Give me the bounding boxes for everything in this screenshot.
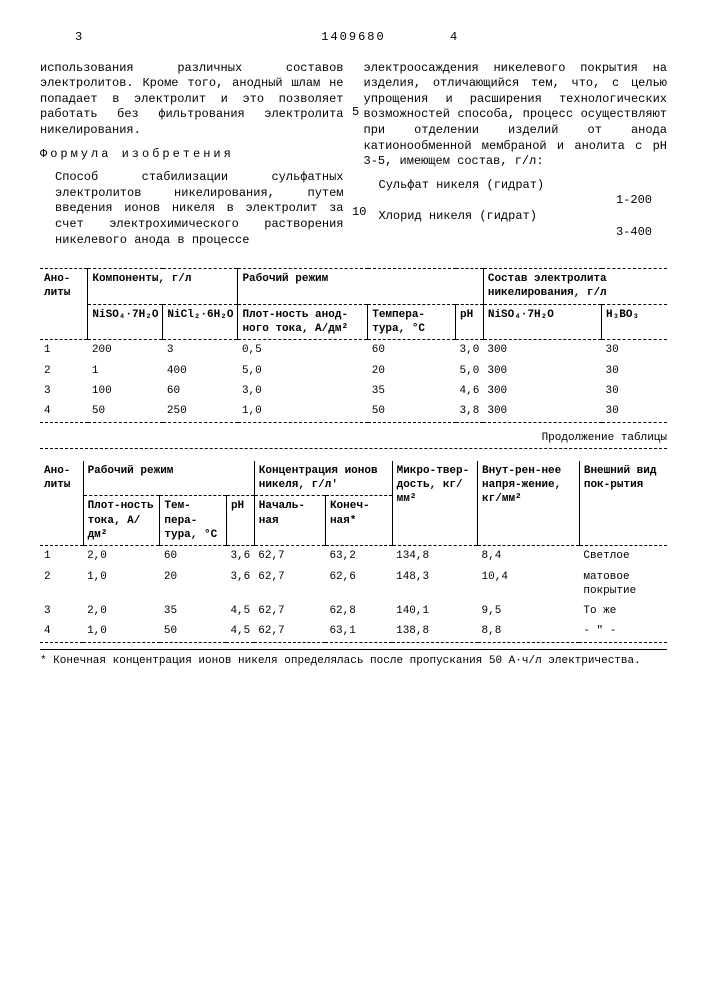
left-para-1: использования различных составов электро… — [40, 61, 344, 139]
t1-h-h3bo3: H₃BO₃ — [602, 304, 667, 340]
table-2: Ано-литы Рабочий режим Концентрация ионо… — [40, 461, 667, 643]
t1-h-sostav: Состав электролита никелирования, г/л — [483, 269, 667, 305]
t1-h-temp: Темпера-тура, °C — [368, 304, 456, 340]
right-para-1: электроосаждения никелевого покрытия на … — [364, 61, 668, 170]
t2-h-ph: pH — [226, 496, 254, 546]
comp-1-row: 1-200 — [364, 193, 668, 209]
t2-h-konc: Концентрация ионов никеля, г/л' — [254, 461, 392, 496]
t2-h-temp: Тем-пера-тура, °C — [160, 496, 227, 546]
comp-2-row: 3-400 — [364, 225, 668, 241]
t2-h-kon: Конеч-ная* — [325, 496, 392, 546]
t1-h-ph: pH — [456, 304, 484, 340]
left-para-2: Способ стабилизации сульфатных электроли… — [40, 170, 344, 248]
t2-h-nach: Началь-ная — [254, 496, 325, 546]
table-row: 2 1 400 5,0 20 5,0 300 30 — [40, 361, 667, 381]
line-marker-10: 10 — [352, 205, 366, 221]
page-num-right: 4 — [450, 30, 457, 46]
line-marker-5: 5 — [352, 105, 359, 121]
t1-h-rezh: Рабочий режим — [238, 269, 483, 305]
page-num-left: 3 — [75, 30, 82, 46]
comp-1-label: Сульфат никеля (гидрат) — [364, 178, 668, 194]
table-row: 4 50 250 1,0 50 3,8 300 30 — [40, 401, 667, 422]
t2-h-rezh: Рабочий режим — [83, 461, 254, 496]
table-1: Ано-литы Компоненты, г/л Рабочий режим С… — [40, 268, 667, 422]
text-columns: использования различных составов электро… — [40, 61, 667, 257]
t2-h-vid: Внешний вид пок-рытия — [579, 461, 667, 546]
doc-number: 1409680 — [40, 30, 667, 46]
t1-h-niso4: NiSO₄·7H₂O — [88, 304, 163, 340]
table-row: 1 200 3 0,5 60 3,0 300 30 — [40, 340, 667, 361]
left-column: использования различных составов электро… — [40, 61, 344, 257]
right-column: электроосаждения никелевого покрытия на … — [364, 61, 668, 257]
footnote: * Конечная концентрация ионов никеля опр… — [40, 649, 667, 668]
t1-h-nicl2: NiCl₂·6H₂O — [163, 304, 238, 340]
table-row: 1 2,0 60 3,6 62,7 63,2 134,8 8,4 Светлое — [40, 546, 667, 567]
formula-title: Формула изобретения — [40, 147, 344, 163]
table-row: 2 1,0 20 3,6 62,7 62,6 148,3 10,4 матово… — [40, 567, 667, 602]
t1-h-plot: Плот-ность анод-ного тока, А/дм² — [238, 304, 368, 340]
t1-h-comp: Компоненты, г/л — [88, 269, 238, 305]
t1-h-niso4-2: NiSO₄·7H₂O — [483, 304, 601, 340]
t2-h-plot: Плот-ность тока, А/дм² — [83, 496, 160, 546]
t1-h-anolity: Ано-литы — [40, 269, 88, 340]
continuation-label: Продолжение таблицы — [40, 431, 667, 449]
table-row: 3 100 60 3,0 35 4,6 300 30 — [40, 381, 667, 401]
t2-h-anolity: Ано-литы — [40, 461, 83, 546]
t2-h-vnut: Внут-рен-нее напря-жение, кг/мм² — [478, 461, 580, 546]
comp-2-label: Хлорид никеля (гидрат) — [364, 209, 668, 225]
t2-h-mikro: Микро-твер-дость, кг/мм² — [392, 461, 477, 546]
table-row: 4 1,0 50 4,5 62,7 63,1 138,8 8,8 - " - — [40, 621, 667, 642]
table-row: 3 2,0 35 4,5 62,7 62,8 140,1 9,5 То же — [40, 601, 667, 621]
